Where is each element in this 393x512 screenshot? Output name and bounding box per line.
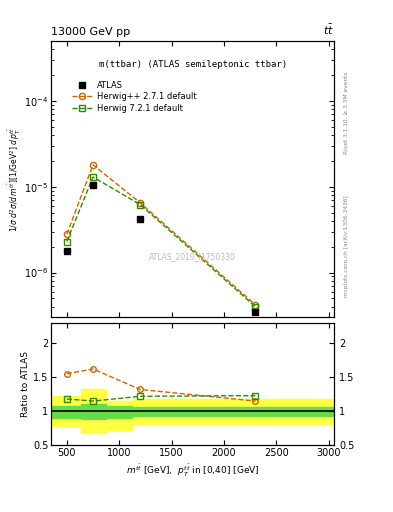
X-axis label: $m^{t\bar{t}}$ [GeV],  $p_T^{t\bar{t}}$ in [0,40] [GeV]: $m^{t\bar{t}}$ [GeV], $p_T^{t\bar{t}}$ i… [126,462,259,479]
Text: $t\bar{t}$: $t\bar{t}$ [323,23,334,37]
Text: 13000 GeV pp: 13000 GeV pp [51,28,130,37]
Y-axis label: $1/\sigma\;d^2\sigma / d\,m^{t\bar{t}}][1/\mathrm{GeV}^2]\;d\,p_T^{t\bar{t}}$: $1/\sigma\;d^2\sigma / d\,m^{t\bar{t}}][… [7,127,23,231]
Legend: ATLAS, Herwig++ 2.7.1 default, Herwig 7.2.1 default: ATLAS, Herwig++ 2.7.1 default, Herwig 7.… [70,78,199,115]
Text: mcplots.cern.ch [arXiv:1306.3436]: mcplots.cern.ch [arXiv:1306.3436] [344,195,349,296]
Text: m(ttbar) (ATLAS semileptonic ttbar): m(ttbar) (ATLAS semileptonic ttbar) [99,60,286,69]
Text: Rivet 3.1.10, ≥ 3.3M events: Rivet 3.1.10, ≥ 3.3M events [344,71,349,154]
Y-axis label: Ratio to ATLAS: Ratio to ATLAS [21,351,30,417]
Text: ATLAS_2019_I1750330: ATLAS_2019_I1750330 [149,252,236,261]
